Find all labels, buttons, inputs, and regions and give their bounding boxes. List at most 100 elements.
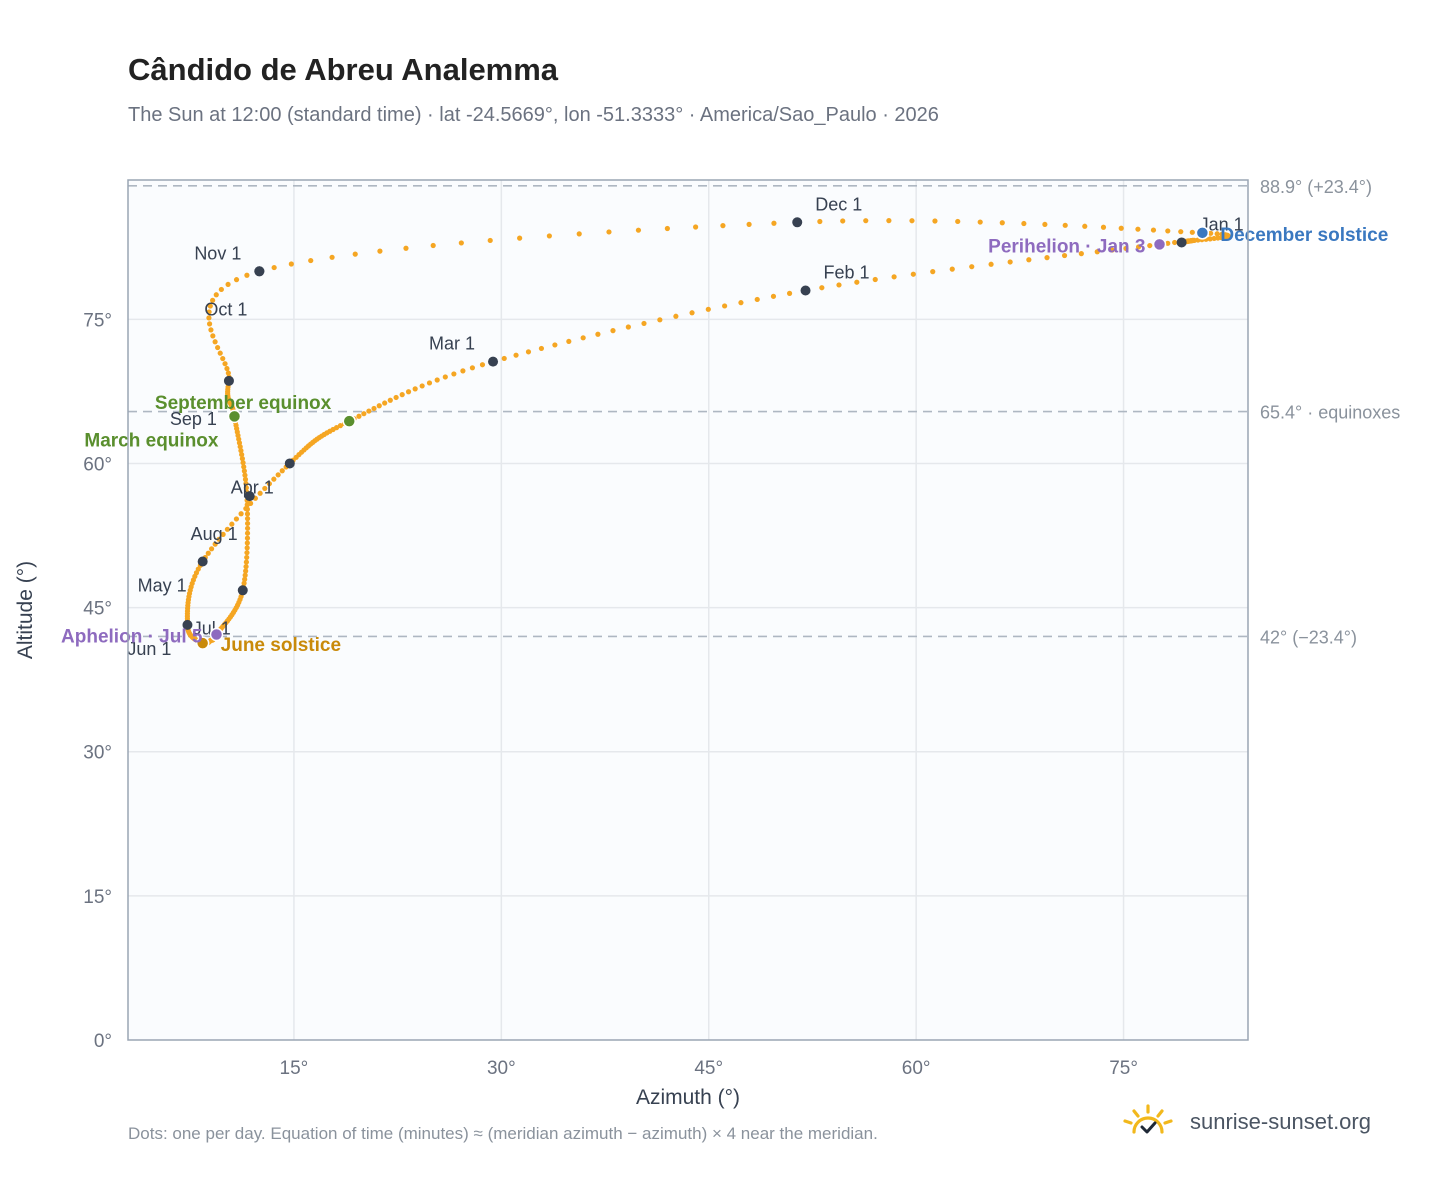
day-dot [595,331,601,337]
day-dot [664,225,670,232]
month-marker-label: May 1 [138,575,187,595]
day-dot [546,233,552,239]
day-dot [722,303,728,309]
day-dot [288,261,294,267]
day-dot [932,218,938,224]
axis-ticks: 15° 30° 45° 60° 75° 0° 15° 30° 45° 60° 75° [83,310,1138,1079]
chart-subtitle: The Sun at 12:00 (standard time) · lat -… [128,104,939,126]
day-dot [239,456,245,462]
day-dot [244,520,251,527]
day-dot [606,229,612,235]
day-dot [988,261,994,267]
y-axis-label: Altitude (°) [14,561,37,659]
day-dot [244,540,250,546]
day-dot [225,370,231,376]
event-marker-dot [1195,226,1210,240]
day-dot [1100,224,1107,230]
day-dot [266,481,272,487]
day-dot [238,448,244,454]
day-dot [886,218,892,224]
day-dot [220,531,226,537]
plot-area [128,180,1248,1040]
day-dot [517,235,523,241]
day-dot [1178,229,1184,235]
day-dot [206,321,213,327]
day-dot [673,313,679,319]
day-dot [705,306,711,312]
month-marker-dot [244,491,255,502]
day-dot [220,355,226,362]
brand-name: sunrise-sunset.org [1190,1109,1371,1134]
day-dot [1062,222,1068,228]
event-markers: March equinox September equinox June solst… [61,225,1388,656]
brand[interactable]: sunrise-sunset.org [1120,1102,1371,1142]
day-dot [377,248,383,254]
day-dot [460,368,466,374]
day-dot [1078,251,1084,257]
month-marker-label: Jan 1 [1200,214,1244,234]
day-dot [212,541,218,547]
day-dot [525,349,532,355]
day-dot [1215,235,1221,241]
month-marker-dot [284,458,295,469]
day-dot [241,468,247,474]
day-dot [1208,230,1214,236]
day-dot [215,344,221,351]
day-dot [1135,244,1142,250]
day-dot [279,468,285,474]
day-dot [552,342,558,348]
day-dot [242,576,248,582]
day-dot [1021,220,1027,227]
day-dot [746,221,752,227]
month-marker-label: Nov 1 [194,243,241,263]
x-tick-label: 60° [902,1058,931,1079]
day-dot [1094,249,1100,255]
x-tick-label: 15° [280,1058,309,1079]
month-marker-label: Jun 1 [127,639,171,659]
day-dot [244,545,250,551]
day-dot [1165,240,1171,246]
day-dot [1135,226,1141,232]
day-dot [271,476,277,482]
month-marker-label: Mar 1 [429,334,475,354]
day-dot [1061,252,1068,259]
month-marker-dot [1176,237,1187,248]
day-dot [366,408,372,414]
reference-line-label: 88.9° (+23.4°) [1260,177,1372,197]
month-marker-label: Feb 1 [824,263,870,283]
day-dot [213,292,219,298]
event-marker-label: September equinox [155,393,332,414]
day-dot [399,392,405,398]
month-marker-dot [237,585,248,596]
day-dot [329,254,335,260]
event-marker-label: December solstice [1220,225,1388,246]
day-dot [872,276,878,283]
day-dot [566,338,572,345]
day-dot [836,282,842,288]
day-dot [819,285,825,291]
day-dot [356,413,362,419]
day-dot [434,377,440,383]
day-dot [969,264,975,270]
day-dot [693,224,699,230]
event-marker-label: March equinox [84,430,219,451]
day-dot [207,303,213,309]
month-marker-dot [223,375,234,386]
y-tick-label: 60° [83,454,112,475]
day-dot [689,310,695,316]
day-dot [854,279,860,285]
day-dot [840,218,846,224]
day-dot [1026,257,1032,263]
day-dot [955,218,961,225]
day-dot [224,365,230,372]
day-dot [576,231,582,237]
day-dot [229,521,235,527]
day-dot [1007,259,1013,265]
day-dot [720,223,726,229]
day-dot [243,564,249,570]
day-dot [244,516,251,522]
day-dot [405,389,412,395]
day-dot [244,530,251,536]
y-tick-label: 30° [83,743,112,764]
